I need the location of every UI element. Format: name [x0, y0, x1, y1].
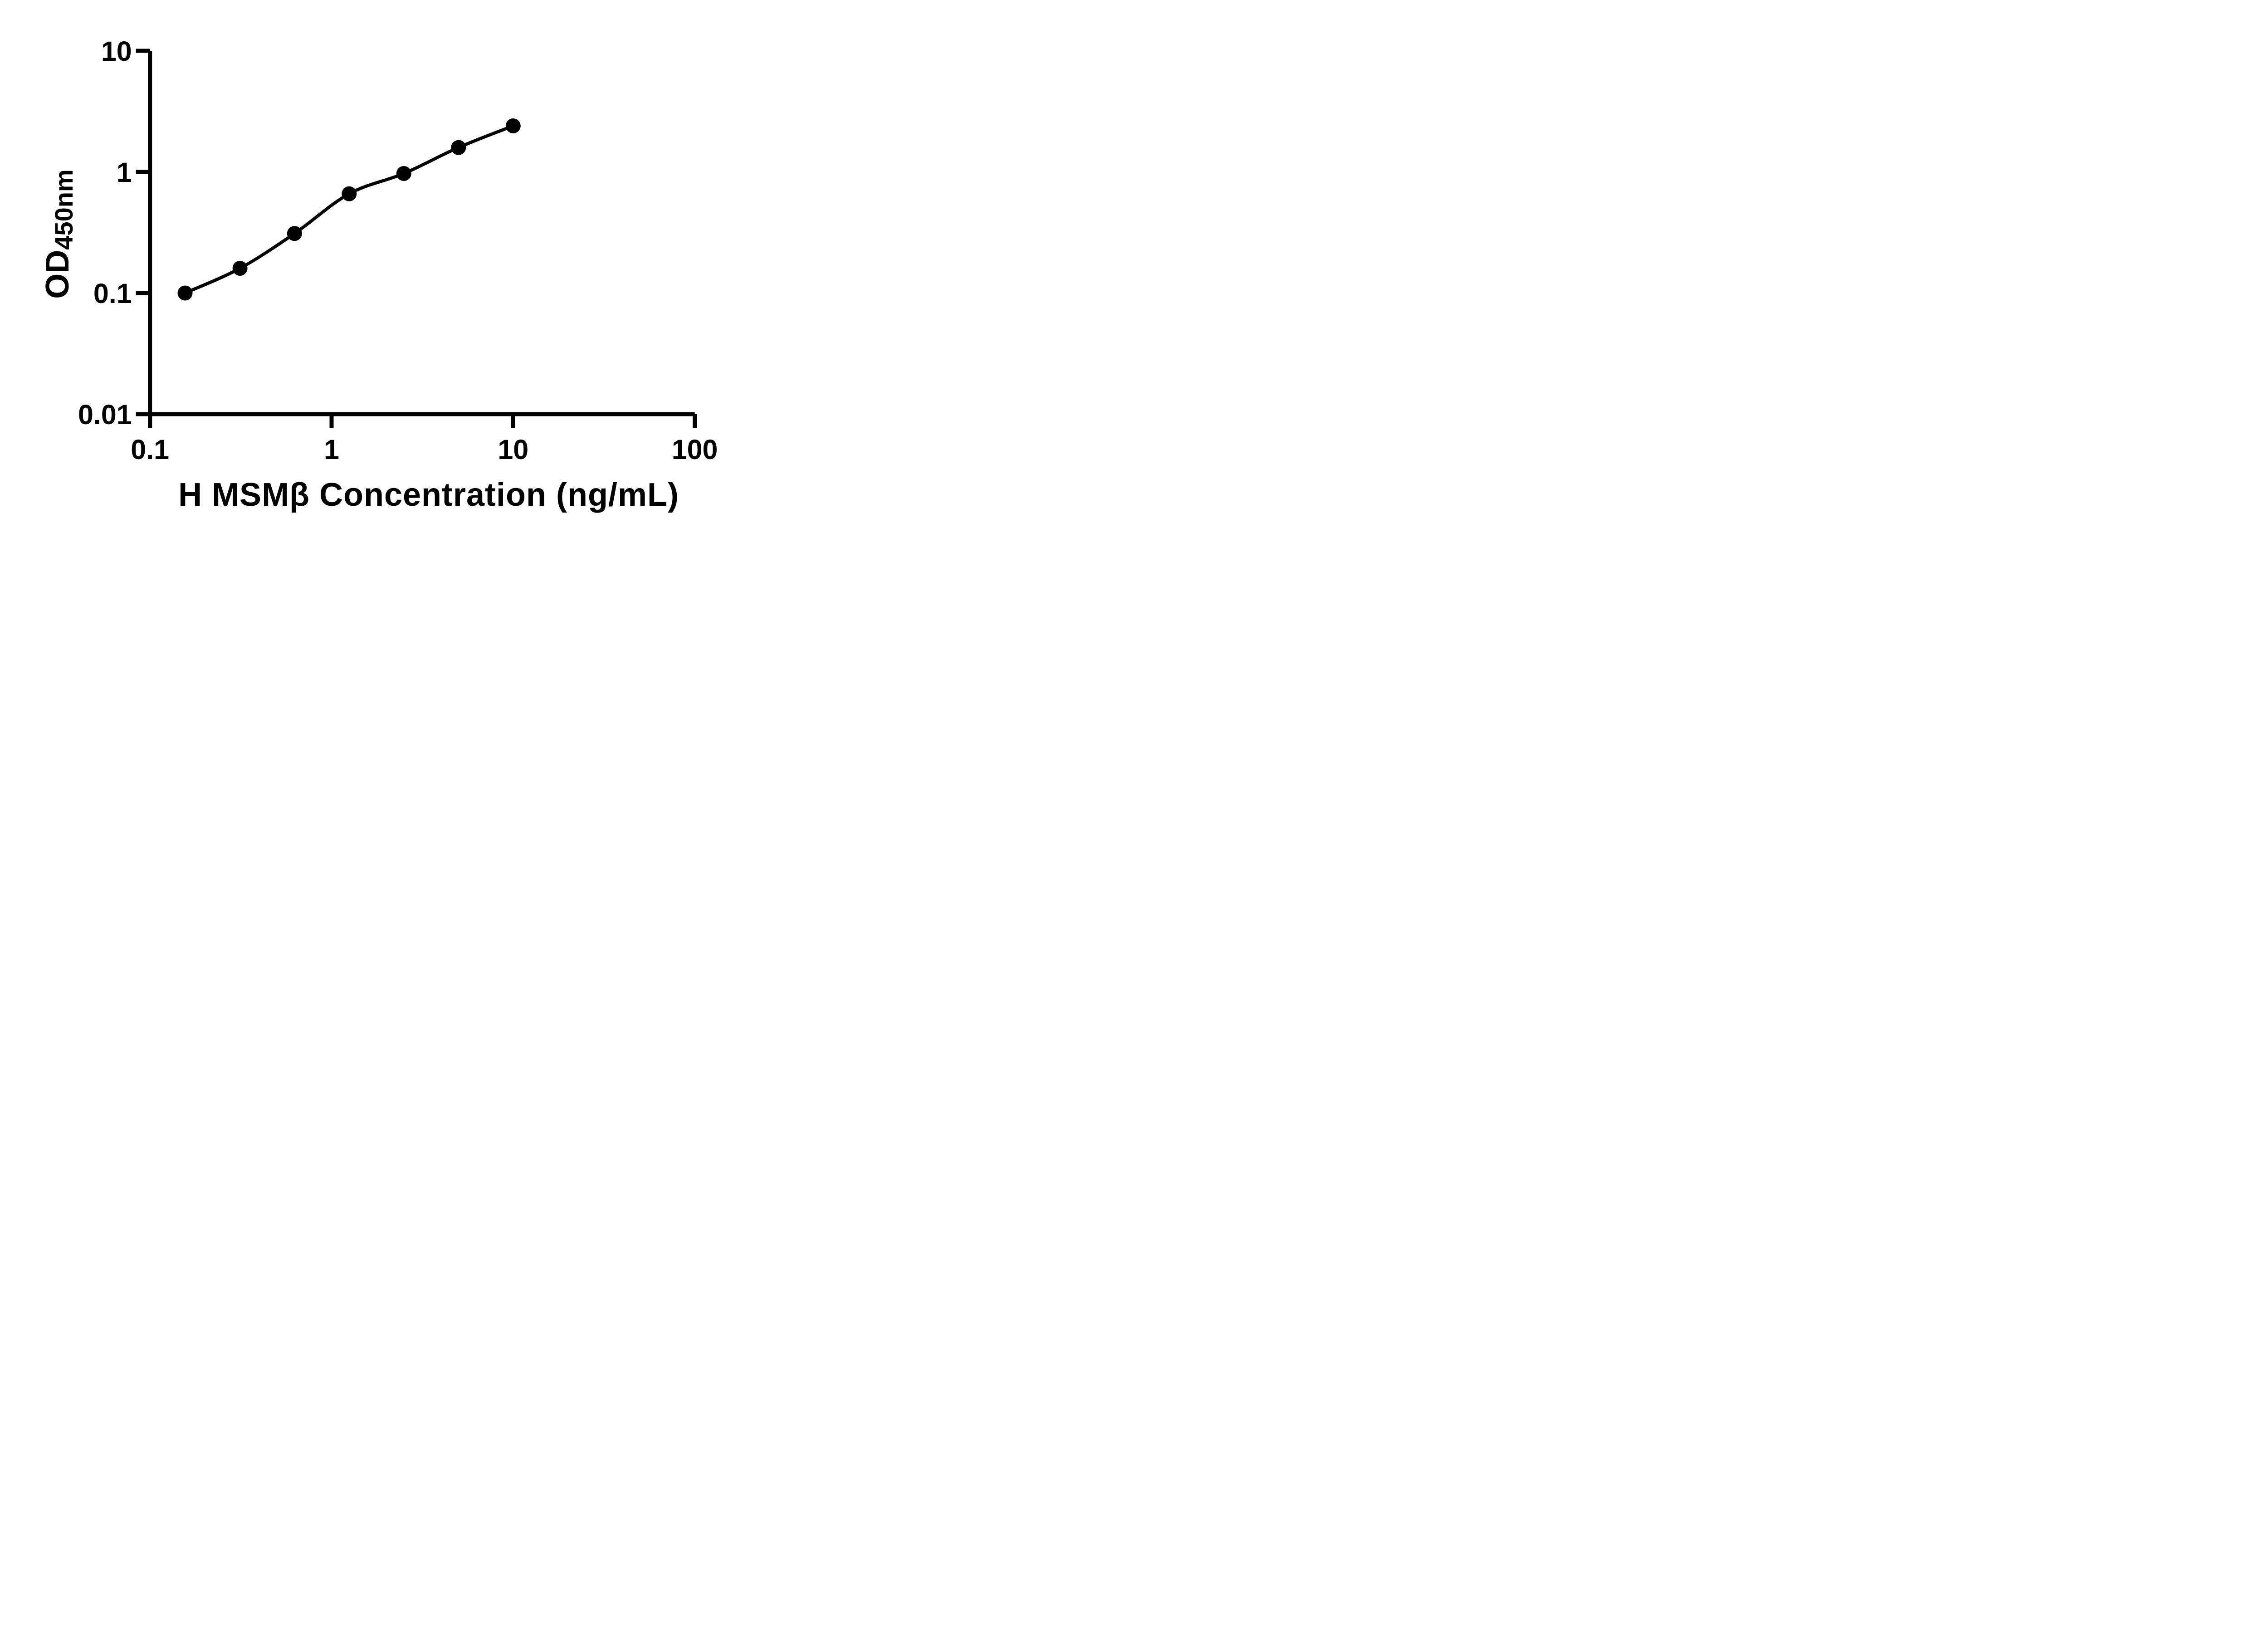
y-axis-title-main: OD: [39, 249, 76, 299]
x-tick-label-0.1: 0.1: [131, 434, 169, 465]
x-axis-title: H MSMβ Concentration (ng/mL): [178, 477, 679, 513]
y-axis-title: OD450nm: [39, 169, 78, 299]
plot-area: 10 1 0.1 0.01 0.1 1 10 100: [78, 36, 718, 465]
data-point-2: [232, 261, 248, 276]
y-axis-title-subscript: 450nm: [49, 169, 78, 250]
data-point-5: [396, 166, 411, 181]
data-point-6: [451, 140, 466, 155]
data-point-4: [342, 186, 357, 201]
data-point-3: [287, 226, 302, 241]
y-tick-label-1: 1: [117, 157, 132, 188]
x-tick-label-100: 100: [672, 434, 718, 465]
elisa-standard-curve-figure: 10 1 0.1 0.01 0.1 1 10 100 H MSMβ Concentration…: [0, 0, 777, 544]
x-tick-label-10: 10: [498, 434, 528, 465]
y-tick-label-10: 10: [101, 36, 132, 67]
y-tick-label-0.01: 0.01: [78, 399, 132, 430]
y-tick-label-0.1: 0.1: [93, 278, 132, 309]
data-point-1: [177, 285, 193, 301]
data-point-7: [505, 118, 521, 133]
x-tick-label-1: 1: [324, 434, 339, 465]
